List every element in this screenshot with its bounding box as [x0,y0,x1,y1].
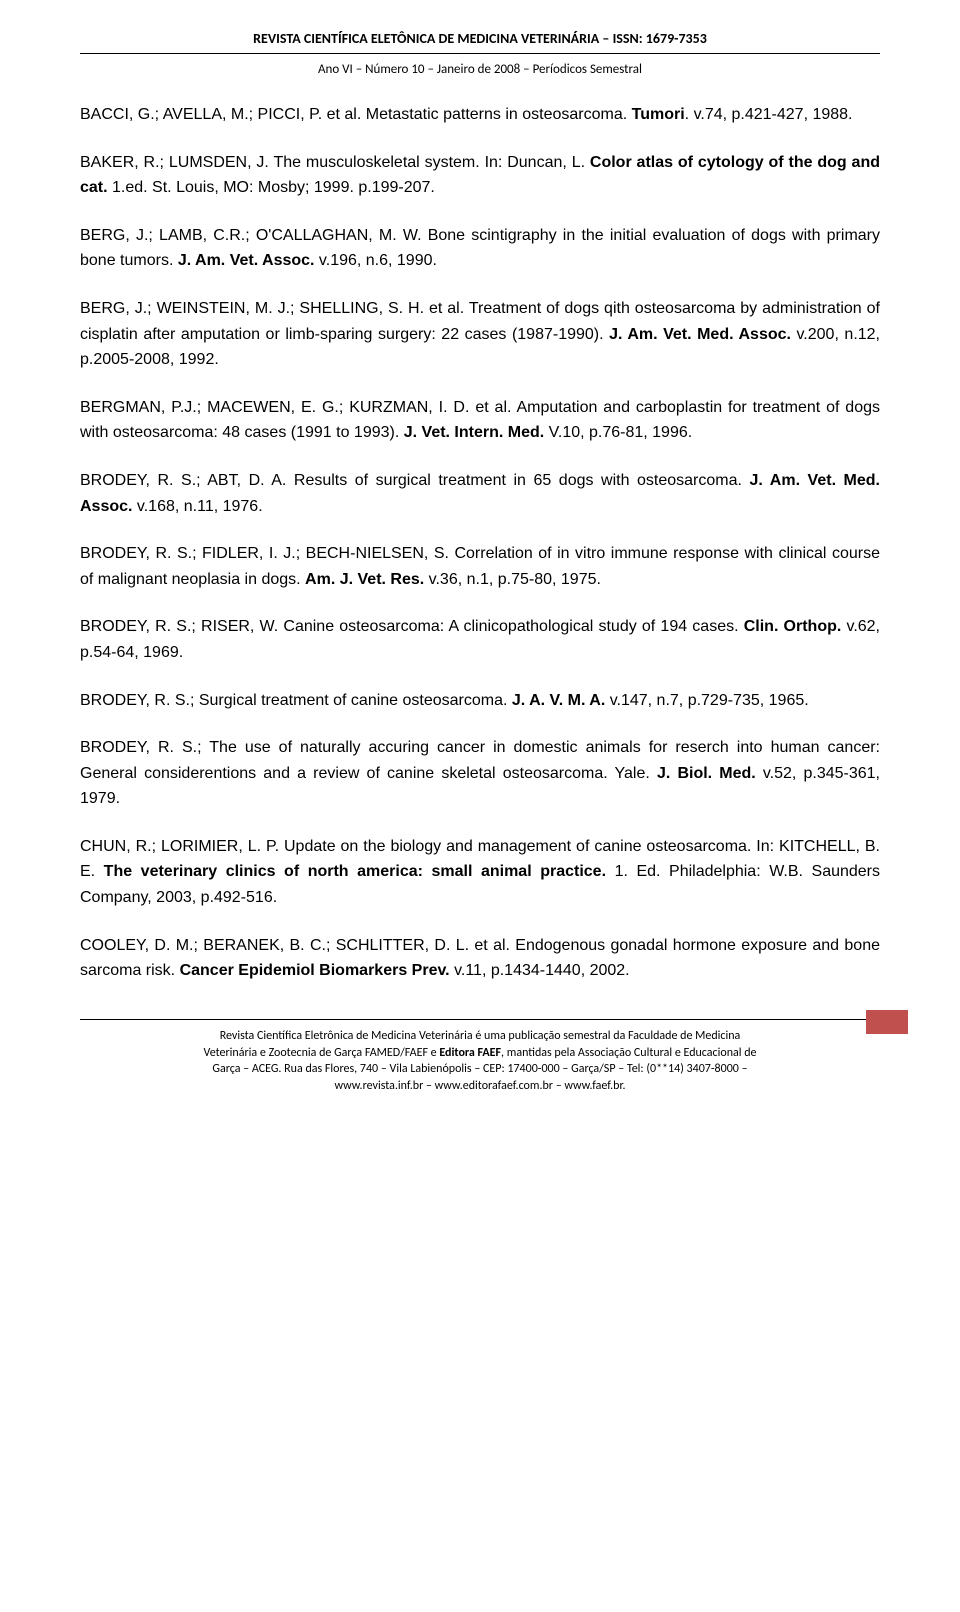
reference-entry: COOLEY, D. M.; BERANEK, B. C.; SCHLITTER… [80,933,880,984]
reference-title: J. Am. Vet. Med. Assoc. [609,326,791,343]
reference-rest: v.147, n.7, p.729-735, 1965. [605,692,808,709]
reference-title: J. Biol. Med. [657,765,756,782]
footer-line-2-bold: Editora FAEF [439,1046,501,1060]
reference-authors: BRODEY, R. S.; Surgical treatment of can… [80,692,512,709]
footer-line-4: www.revista.inf.br – www.editorafaef.com… [80,1078,880,1095]
reference-rest: 1.ed. St. Louis, MO: Mosby; 1999. p.199-… [108,179,435,196]
reference-rest: . v.74, p.421-427, 1988. [685,106,853,123]
footer-line-1: Revista Científica Eletrônica de Medicin… [80,1028,880,1045]
reference-entry: BERGMAN, P.J.; MACEWEN, E. G.; KURZMAN, … [80,395,880,446]
reference-rest: v.168, n.11, 1976. [132,498,262,515]
reference-entry: BRODEY, R. S.; RISER, W. Canine osteosar… [80,614,880,665]
references-list: BACCI, G.; AVELLA, M.; PICCI, P. et al. … [80,102,880,984]
reference-entry: BACCI, G.; AVELLA, M.; PICCI, P. et al. … [80,102,880,128]
reference-title: The veterinary clinics of north america:… [104,863,606,880]
footer-line-2-post: , mantidas pela Associação Cultural e Ed… [501,1046,756,1060]
reference-entry: BRODEY, R. S.; The use of naturally accu… [80,735,880,812]
reference-rest: v.36, n.1, p.75-80, 1975. [424,571,601,588]
footer-line-3: Garça – ACEG. Rua das Flores, 740 – Vila… [80,1061,880,1078]
journal-issue: Ano VI – Número 10 – Janeiro de 2008 – P… [80,62,880,77]
reference-title: Clin. Orthop. [744,618,842,635]
reference-title: Cancer Epidemiol Biomarkers Prev. [180,962,450,979]
journal-title: REVISTA CIENTÍFICA ELETÔNICA DE MEDICINA… [80,30,880,54]
reference-title: J. Am. Vet. Assoc. [178,252,315,269]
reference-entry: BAKER, R.; LUMSDEN, J. The musculoskelet… [80,150,880,201]
reference-title: Tumori [632,106,685,123]
reference-authors: BACCI, G.; AVELLA, M.; PICCI, P. et al. … [80,106,632,123]
reference-rest: v.11, p.1434-1440, 2002. [450,962,630,979]
footer-line-2-pre: Veterinária e Zootecnia de Garça FAMED/F… [204,1046,440,1060]
footer-accent-block [866,1010,908,1034]
reference-rest: V.10, p.76-81, 1996. [544,424,692,441]
reference-authors: BRODEY, R. S.; ABT, D. A. Results of sur… [80,472,750,489]
reference-entry: BERG, J.; WEINSTEIN, M. J.; SHELLING, S.… [80,296,880,373]
reference-entry: BERG, J.; LAMB, C.R.; O'CALLAGHAN, M. W.… [80,223,880,274]
reference-entry: BRODEY, R. S.; Surgical treatment of can… [80,688,880,714]
reference-rest: v.196, n.6, 1990. [314,252,436,269]
reference-authors: BRODEY, R. S.; RISER, W. Canine osteosar… [80,618,744,635]
reference-title: Am. J. Vet. Res. [305,571,424,588]
footer-line-2: Veterinária e Zootecnia de Garça FAMED/F… [80,1045,880,1062]
reference-title: J. A. V. M. A. [512,692,605,709]
reference-title: J. Vet. Intern. Med. [404,424,544,441]
page-footer: Revista Científica Eletrônica de Medicin… [80,1019,880,1095]
reference-entry: BRODEY, R. S.; FIDLER, I. J.; BECH-NIELS… [80,541,880,592]
reference-authors: BAKER, R.; LUMSDEN, J. The musculoskelet… [80,154,590,171]
reference-entry: BRODEY, R. S.; ABT, D. A. Results of sur… [80,468,880,519]
reference-entry: CHUN, R.; LORIMIER, L. P. Update on the … [80,834,880,911]
